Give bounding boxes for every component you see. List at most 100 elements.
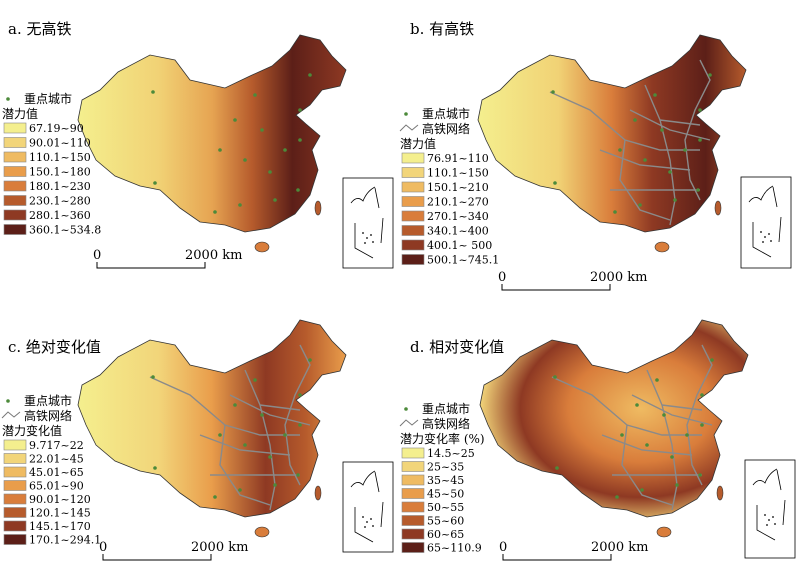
legend-class-label: 110.1~150 xyxy=(427,167,489,180)
city-dot xyxy=(268,455,272,459)
inset-frame xyxy=(740,176,792,269)
legend-swatch xyxy=(3,195,27,206)
legend-swatch xyxy=(401,501,425,513)
panel-title: d. 相对变化值 xyxy=(410,338,504,356)
scale-line xyxy=(501,284,611,291)
island-dot xyxy=(768,233,770,235)
scale-bar: 0 2000 km xyxy=(499,540,648,561)
legend-swatch xyxy=(401,515,425,526)
city-dot xyxy=(243,443,247,447)
inset-frame xyxy=(744,459,796,559)
city-dot xyxy=(700,393,704,397)
city-dot xyxy=(260,413,264,417)
legend-swatch xyxy=(401,196,425,207)
legend-rail-label: 高铁网络 xyxy=(422,416,470,431)
city-dot xyxy=(683,148,687,152)
scale-end: 2000 km xyxy=(590,270,647,285)
legend-swatch xyxy=(3,466,27,478)
scale-end: 2000 km xyxy=(591,540,648,555)
legend-swatch xyxy=(3,166,27,177)
legend-class-label: 110.1~150 xyxy=(29,151,91,164)
scale-start: 0 xyxy=(93,248,101,263)
city-dot xyxy=(640,488,644,492)
province-fill xyxy=(479,319,749,518)
island-dot xyxy=(372,525,374,527)
legend-swatch xyxy=(401,447,425,459)
city-dot xyxy=(253,378,257,382)
city-dot xyxy=(238,203,242,207)
inset-coastline xyxy=(350,186,384,259)
legend-swatch xyxy=(3,122,27,134)
inset-coastline xyxy=(752,468,786,541)
legend-class-label: 120.1~145 xyxy=(29,507,91,520)
scale-start: 0 xyxy=(99,540,107,555)
city-dot xyxy=(296,473,300,477)
legend: 重点城市高铁网络潜力变化值9.717~2222.01~4545.01~6565.… xyxy=(1,393,101,547)
city-dot xyxy=(620,433,624,437)
city-dot xyxy=(298,393,302,397)
city-dot xyxy=(551,90,555,94)
scale-end: 2000 km xyxy=(191,540,248,555)
city-dot-icon xyxy=(404,112,408,116)
legend-city-label: 重点城市 xyxy=(422,106,470,121)
legend-class-label: 150.1~180 xyxy=(29,166,91,179)
scale-start: 0 xyxy=(498,270,506,285)
rail-line-icon xyxy=(399,419,419,427)
city-dot xyxy=(675,483,679,487)
taiwan-island xyxy=(314,485,322,501)
rail-line-icon xyxy=(399,124,419,132)
city-dot xyxy=(213,210,217,214)
legend-class-label: 35~45 xyxy=(427,474,464,487)
island-dot xyxy=(370,234,372,236)
legend-swatch xyxy=(401,167,425,178)
legend-class-label: 280.1~360 xyxy=(29,209,91,222)
city-dot xyxy=(698,138,702,142)
legend-class-label: 90.01~120 xyxy=(29,493,91,506)
legend-swatch xyxy=(3,439,27,451)
map-panel-c: c. 绝对变化值重点城市高铁网络潜力变化值9.717~2222.01~4545.… xyxy=(1,319,394,561)
inset-coastline xyxy=(350,470,384,543)
legend-class-label: 9.717~22 xyxy=(29,439,84,452)
city-dot xyxy=(645,443,649,447)
city-dot xyxy=(698,473,702,477)
scale-line xyxy=(502,554,612,561)
island-dot xyxy=(760,231,762,233)
legend-swatch xyxy=(401,528,425,540)
scale-bar: 0 2000 km xyxy=(93,248,242,269)
legend-class-label: 65~110.9 xyxy=(427,542,482,555)
scale-end: 2000 km xyxy=(185,248,242,263)
legend-class-label: 180.1~230 xyxy=(29,180,91,193)
legend-swatch xyxy=(401,239,425,251)
legend-class-label: 360.1~534.8 xyxy=(29,224,101,237)
city-dot xyxy=(668,170,672,174)
city-dot xyxy=(151,90,155,94)
island-dot xyxy=(764,236,766,238)
legend-class-label: 340.1~400 xyxy=(427,225,489,238)
legend-swatch xyxy=(3,137,27,148)
legend-title: 潜力变化率 (%) xyxy=(400,431,485,446)
island-dot xyxy=(364,242,366,244)
inset-frame xyxy=(342,177,394,269)
legend-swatch xyxy=(3,453,27,464)
legend-class-label: 65.01~90 xyxy=(29,480,84,493)
south-china-sea-inset xyxy=(342,177,394,269)
city-dot xyxy=(308,358,312,362)
legend-rail-label: 高铁网络 xyxy=(422,121,470,136)
taiwan-island xyxy=(314,200,322,216)
rail-line-icon xyxy=(1,411,21,419)
city-dot xyxy=(273,198,277,202)
island-dot xyxy=(362,232,364,234)
legend-class-label: 145.1~170 xyxy=(29,520,91,533)
legend-class-label: 90.01~110 xyxy=(29,137,91,150)
legend-class-label: 170.1~294.1 xyxy=(29,534,101,547)
legend-swatch xyxy=(3,180,27,192)
legend-swatch xyxy=(3,534,27,545)
city-dot xyxy=(233,118,237,122)
city-dot xyxy=(670,455,674,459)
city-dot xyxy=(698,108,702,112)
city-dot xyxy=(268,170,272,174)
city-dot-icon xyxy=(6,399,10,403)
